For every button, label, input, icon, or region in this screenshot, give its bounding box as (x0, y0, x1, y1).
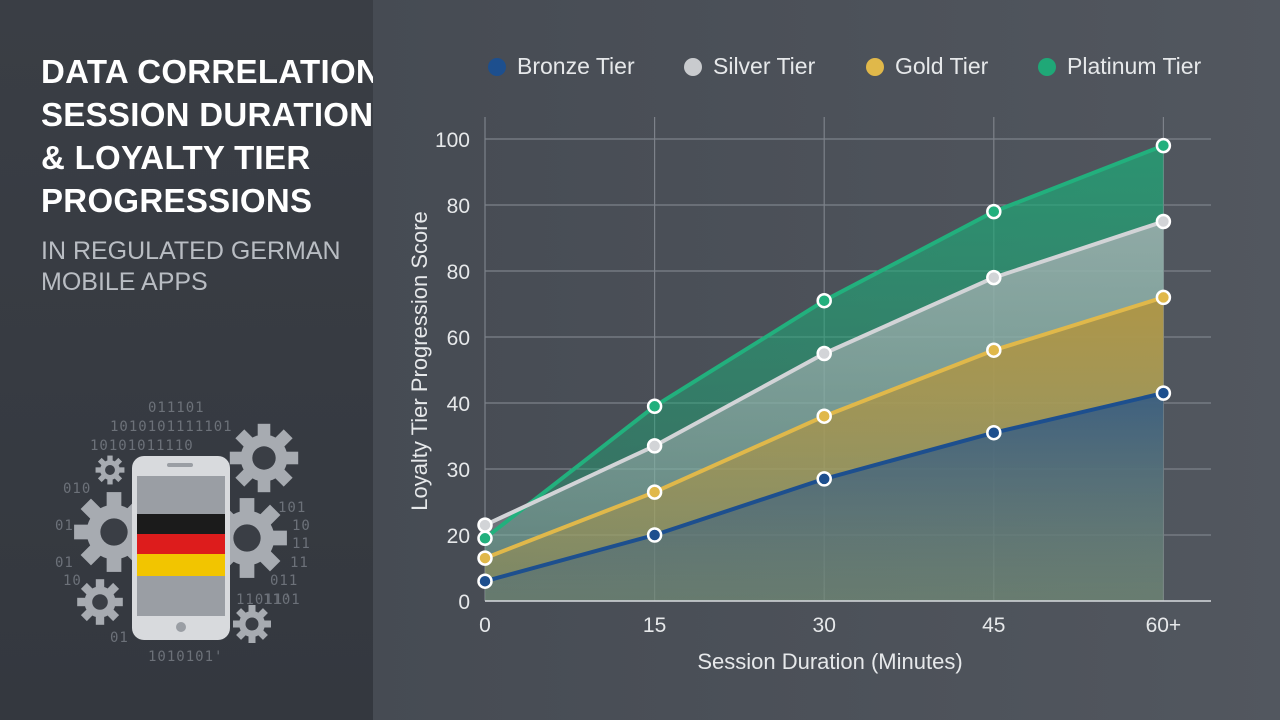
binary-text: 010 (63, 481, 92, 497)
legend-label-bronze: Bronze Tier (517, 53, 635, 79)
legend-swatch-gold (866, 58, 884, 76)
legend-label-silver: Silver Tier (713, 53, 816, 79)
binary-text: 011 (270, 573, 299, 589)
left-panel: DATA CORRELATIONS: SESSION DURATIONS & L… (0, 0, 413, 720)
page-title: DATA CORRELATIONS: SESSION DURATIONS & L… (41, 53, 414, 219)
chart-points (477, 137, 1172, 589)
binary-text: 10 (63, 573, 82, 589)
legend-label-gold: Gold Tier (895, 53, 989, 79)
binary-text: 11011' (236, 592, 293, 608)
binary-text: 1010101' (148, 649, 224, 665)
binary-text: 10 (292, 518, 311, 534)
data-point-gold (816, 408, 832, 424)
legend-swatch-bronze (488, 58, 506, 76)
area-bronze (485, 393, 1164, 601)
y-tick-label: 60 (447, 327, 470, 350)
binary-text: 1010101111101 (110, 419, 233, 435)
data-point-platinum (646, 398, 663, 415)
binary-text: 11 (290, 555, 309, 571)
data-point-silver (816, 345, 832, 362)
data-point-bronze (646, 527, 663, 543)
x-tick-label: 45 (982, 614, 1005, 637)
x-tick-label: 30 (813, 614, 836, 637)
phone-gears-illustration (74, 423, 299, 643)
chart-axes: 0 20 30 40 60 80 80 100 0 15 30 45 60+ (435, 129, 1211, 637)
y-tick-label: 80 (447, 261, 470, 284)
data-point-platinum (986, 203, 1002, 220)
binary-text: 01 (55, 518, 74, 534)
data-point-bronze (477, 573, 493, 589)
x-axis-title: Session Duration (Minutes) (697, 649, 962, 674)
x-tick-label: 15 (643, 614, 666, 637)
data-point-silver (1155, 213, 1172, 230)
legend-label-platinum: Platinum Tier (1067, 53, 1202, 79)
y-axis-title: Loyalty Tier Progression Score (407, 211, 432, 511)
binary-text: 1101 (263, 592, 301, 608)
x-tick-label: 0 (479, 614, 491, 637)
binary-text: 101 (278, 500, 307, 516)
binary-text: 10101011110 (90, 438, 194, 454)
data-point-bronze (816, 471, 832, 487)
y-tick-label: 30 (447, 459, 470, 482)
smartphone-icon (132, 456, 230, 640)
y-tick-label: 40 (447, 393, 470, 416)
data-point-silver (646, 438, 663, 454)
legend-swatch-silver (684, 58, 702, 76)
data-point-silver (477, 517, 493, 533)
data-point-platinum (1155, 137, 1172, 154)
x-tick-label: 60+ (1146, 614, 1182, 637)
legend-swatch-platinum (1038, 58, 1056, 76)
data-point-silver (986, 269, 1002, 286)
data-point-gold (477, 550, 493, 566)
page-subtitle: IN REGULATED GERMAN MOBILE APPS (41, 237, 341, 296)
binary-text: 011101 (148, 400, 205, 416)
data-point-gold (1155, 289, 1172, 306)
y-tick-label: 80 (447, 195, 470, 218)
binary-text: 11 (292, 536, 311, 552)
data-point-gold (986, 342, 1002, 358)
y-tick-label: 100 (435, 129, 470, 152)
data-point-platinum (816, 292, 832, 309)
data-point-platinum (477, 530, 493, 547)
binary-text: 01 (110, 630, 129, 646)
data-point-bronze (1155, 385, 1172, 401)
data-point-bronze (986, 424, 1002, 441)
y-tick-label: 20 (447, 525, 470, 548)
y-tick-label: 0 (458, 591, 470, 614)
data-point-gold (646, 484, 663, 500)
binary-text: 01 (55, 555, 74, 571)
